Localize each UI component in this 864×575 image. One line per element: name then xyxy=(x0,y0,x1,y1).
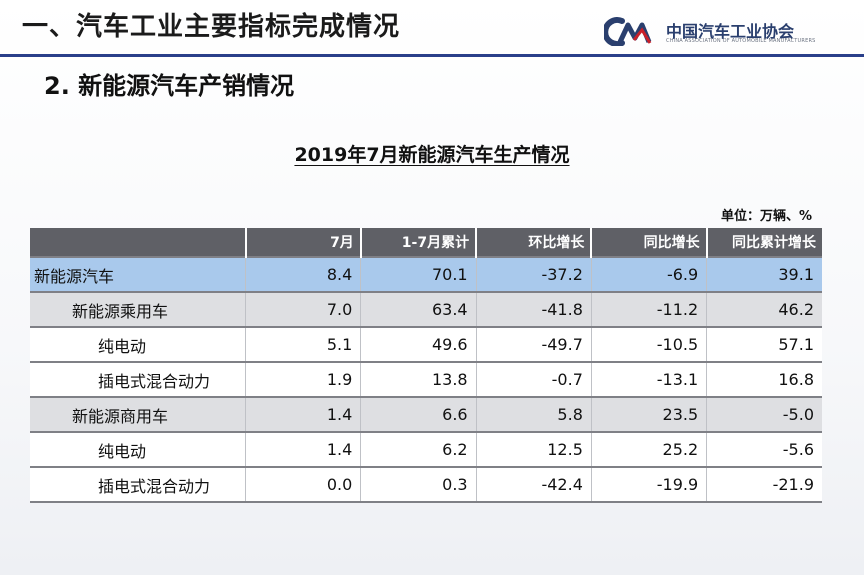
table-cell: 6.6 xyxy=(360,396,477,432)
column-header xyxy=(30,228,247,257)
table-cell: -11.2 xyxy=(591,291,708,327)
unit-label: 单位：万辆、% xyxy=(720,209,812,224)
table-title: 2019年7月新能源汽车生产情况 xyxy=(0,140,864,167)
table-cell: 1.4 xyxy=(245,431,362,467)
table-cell: 7.0 xyxy=(245,291,362,327)
table-header-row: 7月 1-7月累计 环比增长 同比增长 同比累计增长 xyxy=(30,228,822,257)
caam-logo-icon xyxy=(604,17,652,46)
table-cell: 13.8 xyxy=(360,361,477,397)
table-cell: 39.1 xyxy=(706,256,822,292)
table-cell: 6.2 xyxy=(360,431,477,467)
table-cell: 0.3 xyxy=(360,466,477,503)
table-cell: 0.0 xyxy=(245,466,362,503)
row-label: 纯电动 xyxy=(30,326,247,362)
table-cell: 57.1 xyxy=(706,326,822,362)
column-header: 同比累计增长 xyxy=(706,228,822,257)
table-cell: 5.1 xyxy=(245,326,362,362)
section-title: 2. 新能源汽车产销情况 xyxy=(44,72,295,100)
row-label: 插电式混合动力 xyxy=(30,466,247,503)
table-cell: 46.2 xyxy=(706,291,822,327)
table-cell: -13.1 xyxy=(591,361,708,397)
table-cell: -10.5 xyxy=(591,326,708,362)
table-cell: -19.9 xyxy=(591,466,708,503)
table-cell: 70.1 xyxy=(360,256,477,292)
table-cell: 23.5 xyxy=(591,396,708,432)
table-cell: -21.9 xyxy=(706,466,822,503)
table-cell: 5.8 xyxy=(476,396,592,432)
column-header: 1-7月累计 xyxy=(360,228,478,257)
table-row: 插电式混合动力 0.0 0.3 -42.4 -19.9 -21.9 xyxy=(30,466,822,503)
table-title-text: 2019年7月新能源汽车生产情况 xyxy=(294,144,570,166)
row-label: 新能源乘用车 xyxy=(30,291,247,327)
table-cell: 25.2 xyxy=(591,431,708,467)
row-label: 纯电动 xyxy=(30,431,247,467)
table-cell: 8.4 xyxy=(245,256,362,292)
row-label: 新能源商用车 xyxy=(30,396,247,432)
table-cell: -42.4 xyxy=(476,466,592,503)
table-cell: -5.0 xyxy=(706,396,822,432)
logo-text-en: CHINA ASSOCIATION OF AUTOMOBILE MANUFACT… xyxy=(666,38,816,44)
table-cell: -41.8 xyxy=(476,291,592,327)
production-table: 7月 1-7月累计 环比增长 同比增长 同比累计增长 新能源汽车 8.4 70.1-… xyxy=(30,228,822,503)
table-cell: -49.7 xyxy=(476,326,592,362)
row-label: 新能源汽车 xyxy=(30,256,247,292)
table-row: 新能源汽车 8.4 70.1 -37.2 -6.9 39.1 xyxy=(30,256,822,292)
logo: 中国汽车工业协会 CHINA ASSOCIATION OF AUTOMOBILE… xyxy=(604,16,844,50)
table-row: 新能源商用车 1.4 6.6 5.8 23.5 -5.0 xyxy=(30,396,822,432)
table-row: 插电式混合动力 1.9 13.8 -0.7 -13.1 16.8 xyxy=(30,361,822,397)
column-header: 环比增长 xyxy=(476,228,593,257)
table-row: 新能源乘用车 7.0 63.4 -41.8 -11.2 46.2 xyxy=(30,291,822,327)
column-header: 7月 xyxy=(245,228,362,257)
row-label: 插电式混合动力 xyxy=(30,361,247,397)
table-cell: -5.6 xyxy=(706,431,822,467)
table-cell: -37.2 xyxy=(476,256,592,292)
table-cell: 1.9 xyxy=(245,361,362,397)
table-cell: -6.9 xyxy=(591,256,708,292)
table-cell: 12.5 xyxy=(476,431,592,467)
logo-text-cn: 中国汽车工业协会 xyxy=(666,22,795,41)
table-cell: 49.6 xyxy=(360,326,477,362)
table-cell: 16.8 xyxy=(706,361,822,397)
page-header-title: 一、汽车工业主要指标完成情况 xyxy=(22,12,401,42)
header-divider xyxy=(0,54,864,57)
column-header: 同比增长 xyxy=(591,228,708,257)
table-row: 纯电动 5.1 49.6 -49.7 -10.5 57.1 xyxy=(30,326,822,362)
table-cell: -0.7 xyxy=(476,361,592,397)
table-cell: 63.4 xyxy=(360,291,477,327)
table-row: 纯电动 1.4 6.2 12.5 25.2 -5.6 xyxy=(30,431,822,467)
table-cell: 1.4 xyxy=(245,396,362,432)
